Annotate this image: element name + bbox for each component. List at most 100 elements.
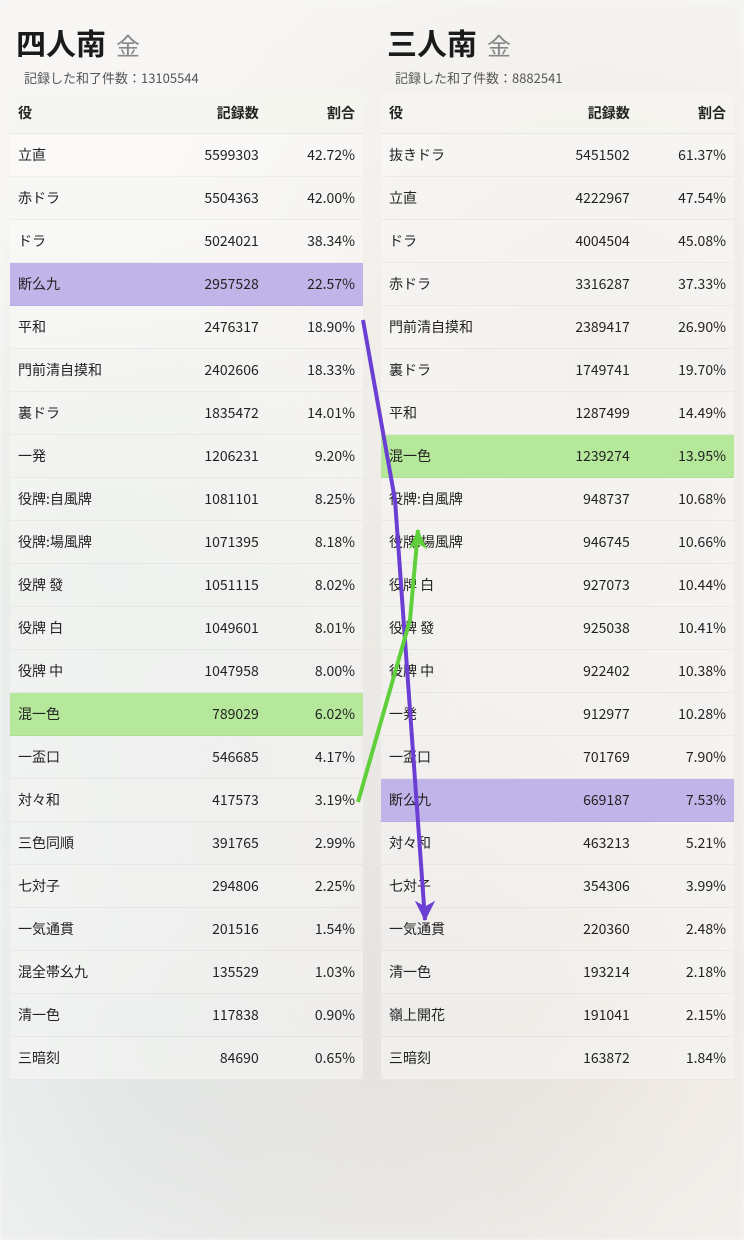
- cell-count: 1049601: [161, 607, 267, 650]
- cell-pct: 2.25%: [267, 865, 363, 908]
- cell-count: 163872: [532, 1037, 638, 1080]
- left-table: 役 記録数 割合 立直559930342.72%赤ドラ550436342.00%…: [10, 93, 363, 1080]
- table-row: 混全帯幺九1355291.03%: [10, 951, 363, 994]
- cell-yaku: 断么九: [381, 779, 532, 822]
- cell-count: 193214: [532, 951, 638, 994]
- right-th-count: 記録数: [532, 93, 638, 134]
- cell-yaku: 平和: [10, 306, 161, 349]
- cell-pct: 2.18%: [638, 951, 734, 994]
- right-panel: 三人南 金 記録した和了件数：8882541 役 記録数 割合 抜きドラ5451…: [381, 12, 734, 1080]
- cell-pct: 7.90%: [638, 736, 734, 779]
- cell-pct: 10.28%: [638, 693, 734, 736]
- cell-yaku: 混全帯幺九: [10, 951, 161, 994]
- left-th-yaku: 役: [10, 93, 161, 134]
- right-title-sub: 金: [487, 27, 511, 62]
- cell-yaku: 対々和: [381, 822, 532, 865]
- left-th-count: 記録数: [161, 93, 267, 134]
- table-row: 七対子3543063.99%: [381, 865, 734, 908]
- cell-pct: 10.41%: [638, 607, 734, 650]
- cell-yaku: 一気通貫: [381, 908, 532, 951]
- table-row: 一発12062319.20%: [10, 435, 363, 478]
- cell-pct: 1.84%: [638, 1037, 734, 1080]
- right-th-yaku: 役: [381, 93, 532, 134]
- cell-yaku: 役牌:自風牌: [10, 478, 161, 521]
- cell-pct: 45.08%: [638, 220, 734, 263]
- table-row: 平和247631718.90%: [10, 306, 363, 349]
- cell-count: 417573: [161, 779, 267, 822]
- cell-yaku: 七対子: [10, 865, 161, 908]
- cell-count: 1287499: [532, 392, 638, 435]
- cell-yaku: 嶺上開花: [381, 994, 532, 1037]
- table-row: 一発91297710.28%: [381, 693, 734, 736]
- cell-pct: 18.90%: [267, 306, 363, 349]
- table-row: 三暗刻846900.65%: [10, 1037, 363, 1080]
- cell-yaku: 役牌:自風牌: [381, 478, 532, 521]
- table-row: 三色同順3917652.99%: [10, 822, 363, 865]
- cell-pct: 22.57%: [267, 263, 363, 306]
- cell-count: 922402: [532, 650, 638, 693]
- cell-yaku: 三色同順: [10, 822, 161, 865]
- cell-yaku: 清一色: [381, 951, 532, 994]
- cell-count: 117838: [161, 994, 267, 1037]
- left-table-header-row: 役 記録数 割合: [10, 93, 363, 134]
- cell-pct: 7.53%: [638, 779, 734, 822]
- cell-count: 1051115: [161, 564, 267, 607]
- cell-count: 5504363: [161, 177, 267, 220]
- table-row: 立直559930342.72%: [10, 134, 363, 177]
- cell-pct: 47.54%: [638, 177, 734, 220]
- table-row: 混一色123927413.95%: [381, 435, 734, 478]
- cell-yaku: 役牌:場風牌: [381, 521, 532, 564]
- cell-count: 294806: [161, 865, 267, 908]
- cell-count: 1047958: [161, 650, 267, 693]
- cell-pct: 1.03%: [267, 951, 363, 994]
- right-table: 役 記録数 割合 抜きドラ545150261.37%立直422296747.54…: [381, 93, 734, 1080]
- cell-yaku: 役牌 發: [10, 564, 161, 607]
- right-th-pct: 割合: [638, 93, 734, 134]
- cell-count: 3316287: [532, 263, 638, 306]
- cell-pct: 5.21%: [638, 822, 734, 865]
- left-header: 四人南 金 記録した和了件数：13105544: [10, 12, 363, 93]
- right-header: 三人南 金 記録した和了件数：8882541: [381, 12, 734, 93]
- right-title-main: 三人南: [387, 20, 477, 64]
- cell-count: 927073: [532, 564, 638, 607]
- table-row: ドラ502402138.34%: [10, 220, 363, 263]
- cell-yaku: 一気通貫: [10, 908, 161, 951]
- cell-yaku: 平和: [381, 392, 532, 435]
- cell-yaku: 赤ドラ: [381, 263, 532, 306]
- cell-yaku: 一盃口: [381, 736, 532, 779]
- cell-count: 5024021: [161, 220, 267, 263]
- tables-container: 四人南 金 記録した和了件数：13105544 役 記録数 割合 立直55993…: [0, 0, 744, 1080]
- table-row: 役牌 中10479588.00%: [10, 650, 363, 693]
- cell-count: 2957528: [161, 263, 267, 306]
- cell-pct: 9.20%: [267, 435, 363, 478]
- cell-count: 220360: [532, 908, 638, 951]
- cell-yaku: 役牌 中: [381, 650, 532, 693]
- cell-yaku: 立直: [10, 134, 161, 177]
- cell-pct: 8.18%: [267, 521, 363, 564]
- cell-pct: 14.49%: [638, 392, 734, 435]
- table-row: 対々和4175733.19%: [10, 779, 363, 822]
- table-row: 清一色1178380.90%: [10, 994, 363, 1037]
- table-row: 役牌 白10496018.01%: [10, 607, 363, 650]
- table-row: 七対子2948062.25%: [10, 865, 363, 908]
- cell-count: 4004504: [532, 220, 638, 263]
- cell-yaku: 役牌:場風牌: [10, 521, 161, 564]
- cell-yaku: 対々和: [10, 779, 161, 822]
- cell-yaku: 七対子: [381, 865, 532, 908]
- cell-count: 191041: [532, 994, 638, 1037]
- cell-pct: 2.15%: [638, 994, 734, 1037]
- cell-count: 2476317: [161, 306, 267, 349]
- cell-pct: 4.17%: [267, 736, 363, 779]
- table-row: 抜きドラ545150261.37%: [381, 134, 734, 177]
- table-row: 嶺上開花1910412.15%: [381, 994, 734, 1037]
- cell-yaku: 役牌 白: [10, 607, 161, 650]
- table-row: 役牌 中92240210.38%: [381, 650, 734, 693]
- cell-count: 354306: [532, 865, 638, 908]
- cell-count: 1749741: [532, 349, 638, 392]
- cell-count: 1239274: [532, 435, 638, 478]
- cell-yaku: 三暗刻: [381, 1037, 532, 1080]
- cell-yaku: 断么九: [10, 263, 161, 306]
- cell-pct: 19.70%: [638, 349, 734, 392]
- cell-count: 948737: [532, 478, 638, 521]
- table-row: 立直422296747.54%: [381, 177, 734, 220]
